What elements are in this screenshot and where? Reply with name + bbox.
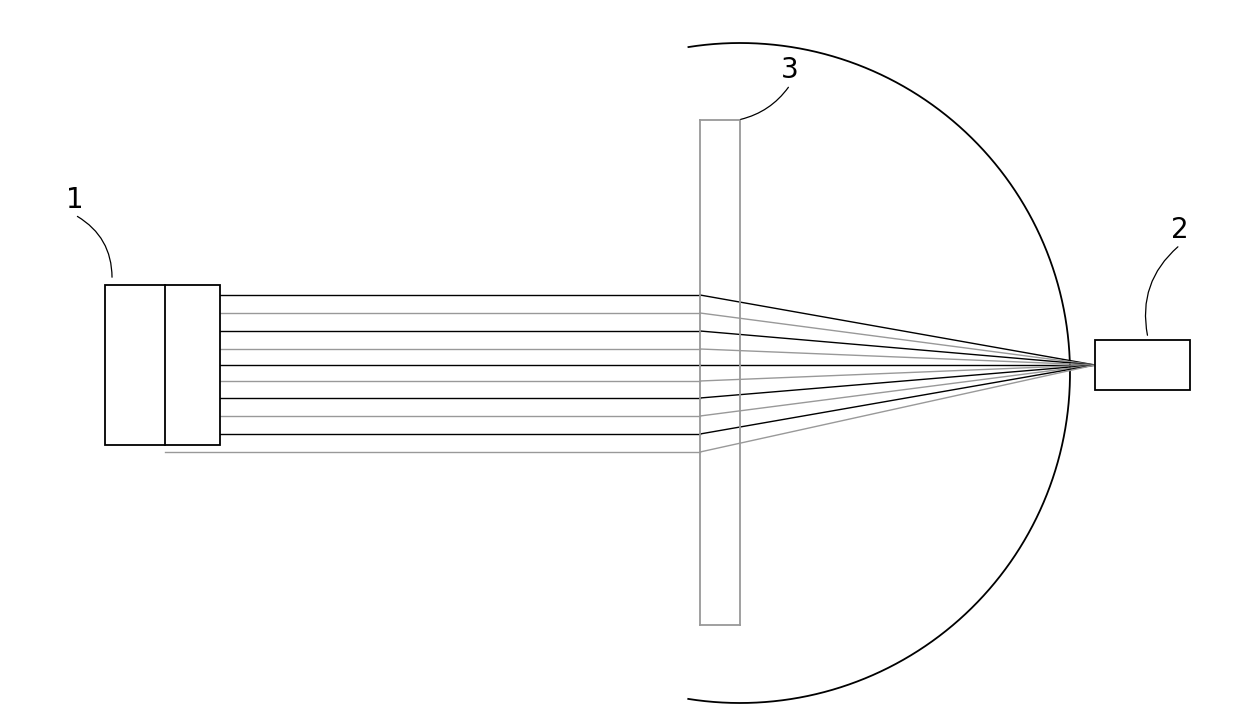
Text: 3: 3 bbox=[781, 56, 799, 84]
Text: 2: 2 bbox=[1172, 216, 1189, 244]
Bar bbox=[105, 285, 219, 445]
Text: 1: 1 bbox=[66, 186, 84, 214]
Bar bbox=[1095, 340, 1190, 390]
